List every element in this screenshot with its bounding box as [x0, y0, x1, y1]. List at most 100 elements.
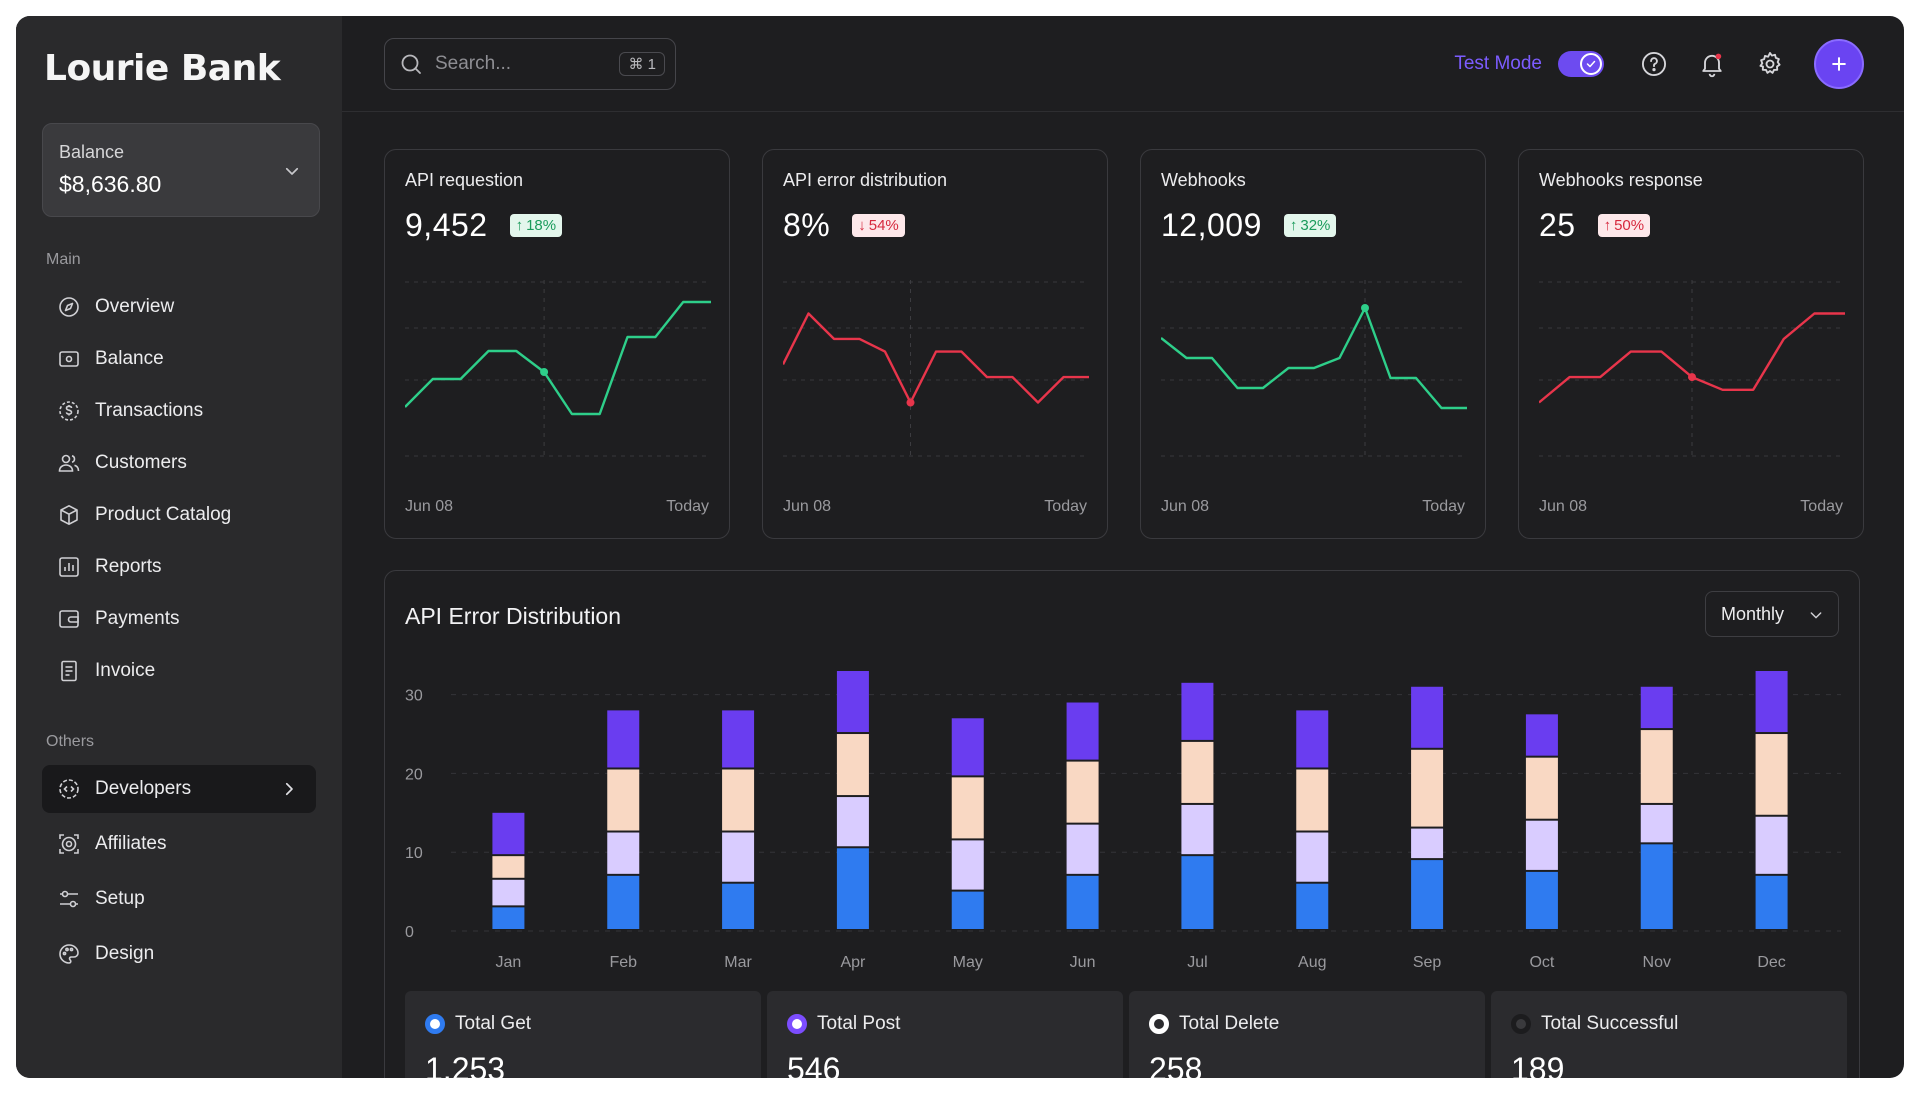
start-date: Jun 08 — [1539, 498, 1588, 515]
plus-icon — [1832, 57, 1846, 71]
total-label: Total Successful — [1541, 1013, 1679, 1034]
test-mode-toggle[interactable] — [1558, 51, 1604, 77]
bar-segment-total-successful — [607, 710, 640, 768]
bar-segment-total-post — [607, 832, 640, 874]
stat-card-webhooks[interactable]: Webhooks 12,009 ↑ 32% Jun 08 Today — [1140, 149, 1486, 539]
bar-segment-total-delete — [1755, 734, 1788, 815]
sidebar-item-reports[interactable]: Reports — [42, 543, 316, 591]
sidebar-item-customers[interactable]: Customers — [42, 439, 316, 487]
trend-badge: ↑ 50% — [1597, 214, 1651, 237]
bar-segment-total-get — [951, 891, 984, 929]
others-nav: Developers Affiliates Setup Design — [42, 765, 316, 978]
legend-dot — [425, 1014, 445, 1034]
sidebar-item-transactions[interactable]: Transactions — [42, 387, 316, 435]
code-icon — [59, 779, 79, 799]
bar-segment-total-successful — [1411, 686, 1444, 748]
bar-segment-total-successful — [1525, 714, 1558, 756]
bar-segment-total-delete — [1640, 730, 1673, 803]
sparkline-series — [405, 300, 711, 416]
sidebar-item-label: Payments — [95, 608, 180, 629]
end-date: Today — [1422, 498, 1465, 515]
topbar: Search... ⌘ 1 Test Mode — [342, 16, 1904, 112]
sidebar-item-label: Balance — [95, 348, 164, 369]
bar-segment-total-delete — [607, 769, 640, 831]
card-value: 8% — [783, 207, 831, 243]
card-value: 25 — [1539, 207, 1576, 243]
gear-icon[interactable] — [1756, 50, 1784, 78]
sidebar-item-payments[interactable]: Payments — [42, 595, 316, 643]
sidebar-item-label: Product Catalog — [95, 504, 232, 525]
chevron-down-icon — [1810, 612, 1822, 619]
sidebar-item-balance[interactable]: Balance — [42, 335, 316, 383]
wallet-icon — [59, 351, 79, 367]
bar-segment-total-delete — [492, 856, 525, 878]
sidebar: Lourie Bank Balance $8,636.80 Main Overv… — [16, 16, 342, 1078]
total-value: 546 — [787, 1051, 841, 1078]
bar-segment-total-delete — [1296, 769, 1329, 831]
sparkline — [1539, 280, 1845, 458]
add-button[interactable] — [1814, 39, 1864, 89]
chevron-right-icon — [285, 782, 293, 796]
box-icon — [60, 505, 78, 525]
sidebar-item-overview[interactable]: Overview — [42, 283, 316, 331]
bar-segment-total-post — [1525, 820, 1558, 870]
bar-segment-total-successful — [1755, 671, 1788, 733]
bar-segment-total-post — [1296, 832, 1329, 882]
total-label: Total Delete — [1179, 1013, 1280, 1034]
period-select[interactable]: Monthly — [1705, 591, 1839, 637]
stat-card-webhooks-response[interactable]: Webhooks response 25 ↑ 50% Jun 08 Today — [1518, 149, 1864, 539]
bar-segment-total-delete — [951, 777, 984, 839]
x-tick-label: Jun — [1070, 954, 1096, 971]
notification-bell-icon[interactable] — [1698, 50, 1726, 78]
bar-segment-total-successful — [1296, 710, 1329, 768]
total-successful-card: Total Successful 189 — [1491, 991, 1847, 1078]
x-tick-label: Apr — [840, 954, 866, 971]
x-tick-label: Sep — [1413, 954, 1442, 971]
end-date: Today — [666, 498, 709, 515]
search-shortcut: ⌘ 1 — [619, 52, 665, 76]
main-content: Search... ⌘ 1 Test Mode — [342, 16, 1904, 1078]
sidebar-item-label: Design — [95, 943, 155, 964]
test-mode-label: Test Mode — [1454, 53, 1542, 74]
bar-segment-total-post — [1066, 824, 1099, 874]
chart-title: API Error Distribution — [405, 603, 622, 629]
bar-segment-total-delete — [722, 769, 755, 831]
x-tick-label: Feb — [609, 954, 637, 971]
chart-icon — [59, 557, 79, 577]
bar-segment-total-get — [1066, 875, 1099, 929]
total-value: 258 — [1149, 1051, 1203, 1078]
search-placeholder: Search... — [435, 53, 512, 74]
sidebar-item-setup[interactable]: Setup — [42, 875, 316, 923]
sidebar-item-product-catalog[interactable]: Product Catalog — [42, 491, 316, 539]
x-tick-label: Dec — [1757, 954, 1785, 971]
end-date: Today — [1800, 498, 1843, 515]
total-delete-card: Total Delete 258 — [1129, 991, 1485, 1078]
stat-card-api-error-distribution[interactable]: API error distribution 8% ↓ 54% Jun 08 Tod… — [762, 149, 1108, 539]
totals-row: Total Get 1,253 Total Post 546 Total Del… — [405, 991, 1847, 1078]
start-date: Jun 08 — [1161, 498, 1210, 515]
total-label: Total Post — [817, 1013, 901, 1034]
sidebar-item-affiliates[interactable]: Affiliates — [42, 820, 316, 868]
sidebar-item-label: Invoice — [95, 660, 156, 681]
bar-segment-total-get — [722, 883, 755, 929]
help-icon[interactable] — [1640, 50, 1668, 78]
search-input[interactable]: Search... ⌘ 1 — [384, 38, 676, 90]
sidebar-item-design[interactable]: Design — [42, 930, 316, 978]
balance-selector[interactable]: Balance $8,636.80 — [42, 123, 320, 217]
target-icon — [59, 834, 79, 854]
dollar-circle-icon — [59, 401, 79, 421]
start-date: Jun 08 — [405, 498, 454, 515]
bar-segment-total-delete — [1411, 749, 1444, 827]
y-tick-label: 30 — [405, 688, 423, 705]
balance-label: Balance — [59, 142, 125, 162]
trend-badge: ↑ 18% — [509, 214, 563, 237]
sidebar-item-developers[interactable]: Developers — [42, 765, 316, 813]
stat-card-api-requestion[interactable]: API requestion 9,452 ↑ 18% Jun 08 Today — [384, 149, 730, 539]
y-tick-label: 20 — [405, 766, 423, 783]
total-value: 189 — [1511, 1051, 1565, 1078]
bar-segment-total-successful — [836, 671, 869, 733]
x-tick-label: Jan — [496, 954, 522, 971]
sidebar-item-label: Setup — [95, 888, 145, 909]
sidebar-item-invoice[interactable]: Invoice — [42, 647, 316, 695]
x-tick-label: Mar — [724, 954, 752, 971]
